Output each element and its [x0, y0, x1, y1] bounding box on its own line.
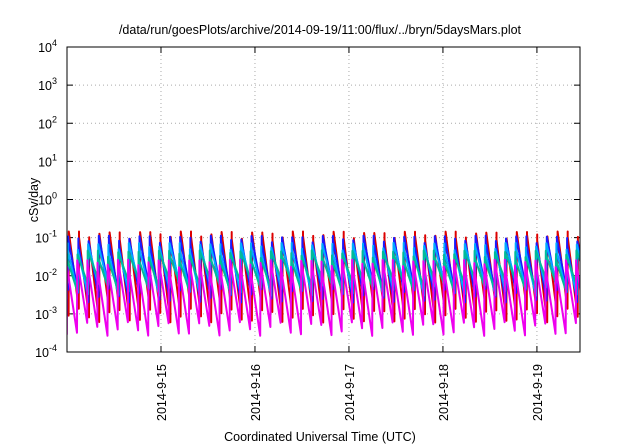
flux-series-line [67, 258, 580, 337]
y-tick-label: 103 [38, 76, 57, 93]
y-tick-label: 10-2 [35, 267, 57, 284]
flux-series-line [67, 234, 580, 304]
x-axis-label: Coordinated Universal Time (UTC) [224, 430, 416, 444]
y-axis-label: cSv/day [27, 177, 41, 223]
y-tick-label: 10-4 [35, 343, 57, 360]
y-tick-label: 10-1 [35, 229, 57, 246]
y-tick-label: 100 [38, 191, 57, 208]
x-tick-label: 2014-9-16 [249, 364, 263, 421]
plot-frame [66, 46, 581, 353]
x-tick-label: 2014-9-17 [343, 364, 357, 421]
chart-title: /data/run/goesPlots/archive/2014-09-19/1… [118, 23, 522, 37]
y-tick-label: 101 [38, 152, 57, 169]
x-tick-label: 2014-9-19 [531, 364, 545, 421]
y-tick-label: 102 [38, 114, 57, 131]
x-tick-label: 2014-9-18 [437, 364, 451, 421]
y-tick-label: 104 [38, 38, 57, 55]
x-tick-label: 2014-9-15 [155, 364, 169, 421]
y-tick-label: 10-3 [35, 305, 57, 322]
